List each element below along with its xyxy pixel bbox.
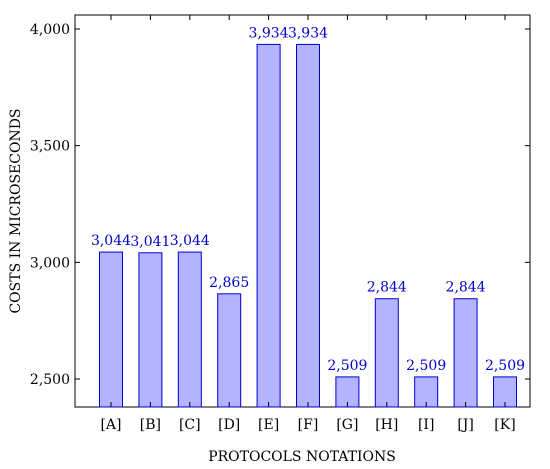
x-axis-title: PROTOCOLS NOTATIONS — [208, 449, 396, 465]
x-tick-label: [F] — [298, 417, 319, 433]
y-tick-label: 4,000 — [30, 22, 70, 38]
bar-b — [138, 252, 163, 408]
x-tick-label: [C] — [179, 417, 201, 433]
data-label: 3,044 — [170, 233, 210, 249]
x-tick-label: [E] — [258, 417, 279, 433]
x-tick-label: [H] — [375, 417, 398, 433]
bars-group — [99, 43, 517, 408]
data-label: 2,844 — [446, 280, 486, 296]
y-tick-label: 3,000 — [30, 255, 70, 271]
x-tick-label: [D] — [218, 417, 240, 433]
bar-f — [296, 43, 320, 408]
data-label: 2,844 — [367, 280, 407, 296]
data-labels-group: 3,044 3,041 3,044 2,865 3,934 3,934 2,509 2,844… — [91, 25, 525, 374]
bar-e — [256, 43, 281, 408]
x-tick-label: [B] — [140, 417, 161, 433]
bar-j — [453, 298, 478, 408]
x-tick-label: [G] — [336, 417, 358, 433]
bar-d — [217, 293, 242, 408]
x-tick-label: [J] — [457, 417, 474, 433]
data-label: 3,041 — [130, 234, 170, 250]
data-label: 3,044 — [91, 233, 131, 249]
data-label: 3,934 — [249, 25, 289, 41]
data-label: 2,509 — [485, 358, 525, 374]
data-label: 2,865 — [209, 275, 249, 291]
bar-c — [177, 251, 202, 408]
y-axis-ticks: 2,500 3,000 3,500 4,000 — [30, 22, 530, 388]
x-axis-ticks: [A] [B] [C] [D] [E] [F] [G] [H] [I] [J] [K] — [100, 15, 516, 433]
y-tick-label: 2,500 — [30, 372, 70, 388]
y-tick-label: 3,500 — [30, 139, 70, 155]
x-tick-label: [I] — [418, 417, 434, 433]
bar-a — [99, 251, 123, 408]
y-axis-title: COSTS IN MICROSECONDS — [8, 108, 24, 313]
x-tick-label: [K] — [494, 417, 515, 433]
data-label: 3,934 — [288, 25, 328, 41]
data-label: 2,509 — [327, 358, 367, 374]
data-label: 2,509 — [406, 358, 446, 374]
x-tick-label: [A] — [100, 417, 121, 433]
bar-h — [374, 298, 399, 408]
